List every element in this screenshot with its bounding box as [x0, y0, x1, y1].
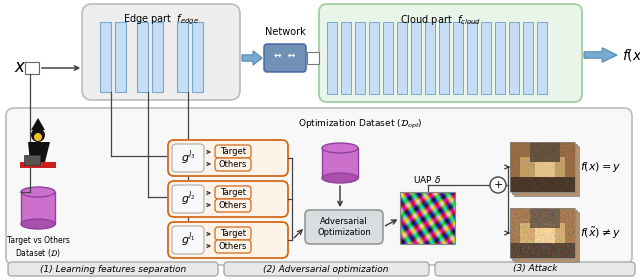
Text: Others: Others — [219, 242, 247, 251]
FancyBboxPatch shape — [168, 181, 288, 217]
Bar — [177, 22, 188, 92]
Text: Cloud part  $f_{cloud}$: Cloud part $f_{cloud}$ — [400, 13, 481, 27]
Text: $x$: $x$ — [14, 59, 26, 76]
FancyBboxPatch shape — [215, 199, 251, 212]
Bar — [327, 22, 337, 94]
Text: Adversarial
Optimization: Adversarial Optimization — [317, 217, 371, 237]
Bar — [537, 22, 547, 94]
Bar — [307, 52, 319, 64]
FancyBboxPatch shape — [264, 44, 306, 72]
Bar — [341, 22, 351, 94]
Text: UAP $\delta$: UAP $\delta$ — [413, 174, 442, 185]
FancyBboxPatch shape — [172, 185, 204, 213]
Bar — [510, 208, 575, 258]
Ellipse shape — [21, 187, 55, 197]
Bar — [523, 22, 533, 94]
Bar — [115, 22, 126, 92]
Bar — [495, 22, 505, 94]
FancyArrow shape — [242, 51, 262, 65]
Text: (3) Attack: (3) Attack — [513, 264, 557, 273]
FancyBboxPatch shape — [435, 262, 635, 276]
Bar — [453, 22, 463, 94]
Polygon shape — [31, 118, 45, 130]
FancyBboxPatch shape — [215, 145, 251, 158]
Bar — [512, 144, 577, 194]
Bar — [25, 62, 39, 74]
Text: Optimization Dataset ($\mathcal{D}_{opt}$): Optimization Dataset ($\mathcal{D}_{opt}… — [298, 118, 422, 131]
Bar — [21, 192, 55, 224]
Text: Others: Others — [219, 201, 247, 210]
Text: Target: Target — [220, 229, 246, 238]
FancyBboxPatch shape — [82, 4, 240, 100]
FancyBboxPatch shape — [215, 158, 251, 171]
FancyArrow shape — [584, 48, 617, 62]
Ellipse shape — [322, 173, 358, 183]
FancyBboxPatch shape — [215, 227, 251, 240]
Text: Target vs Others
Dataset ($\mathcal{D}$): Target vs Others Dataset ($\mathcal{D}$) — [6, 236, 69, 259]
FancyBboxPatch shape — [168, 222, 288, 258]
Text: ↔  ↔: ↔ ↔ — [275, 50, 296, 59]
Bar — [20, 162, 56, 168]
Bar — [369, 22, 379, 94]
Text: $g^{l_3}$: $g^{l_3}$ — [180, 149, 195, 167]
Ellipse shape — [322, 143, 358, 153]
FancyBboxPatch shape — [215, 240, 251, 253]
Bar — [514, 212, 579, 262]
Bar — [510, 142, 575, 192]
FancyBboxPatch shape — [172, 226, 204, 254]
Bar — [192, 22, 203, 92]
Text: +: + — [493, 180, 502, 190]
FancyBboxPatch shape — [172, 144, 204, 172]
Text: Target: Target — [220, 188, 246, 197]
Bar — [400, 192, 455, 244]
Bar — [509, 22, 519, 94]
Bar — [24, 155, 40, 165]
Circle shape — [31, 128, 45, 142]
Bar — [355, 22, 365, 94]
Text: $g^{l_2}$: $g^{l_2}$ — [180, 190, 195, 208]
Bar — [411, 22, 421, 94]
Bar — [439, 22, 449, 94]
Bar — [137, 22, 148, 92]
Circle shape — [490, 177, 506, 193]
Bar — [397, 22, 407, 94]
Text: Network: Network — [264, 27, 305, 37]
Text: $g^{l_1}$: $g^{l_1}$ — [180, 231, 195, 249]
Bar — [383, 22, 393, 94]
Bar — [100, 22, 111, 92]
Text: $f(x) = y$: $f(x) = y$ — [580, 160, 621, 174]
FancyBboxPatch shape — [319, 4, 582, 102]
Bar — [467, 22, 477, 94]
Bar — [512, 210, 577, 260]
Text: (2) Adversarial optimization: (2) Adversarial optimization — [263, 264, 388, 273]
FancyBboxPatch shape — [168, 140, 288, 176]
Ellipse shape — [21, 219, 55, 229]
Bar — [425, 22, 435, 94]
Text: $f(x)$: $f(x)$ — [622, 47, 640, 63]
Bar — [481, 22, 491, 94]
FancyBboxPatch shape — [6, 108, 632, 265]
Text: Others: Others — [219, 160, 247, 169]
FancyBboxPatch shape — [8, 262, 218, 276]
FancyBboxPatch shape — [224, 262, 429, 276]
Text: Edge part  $f_{edge}$: Edge part $f_{edge}$ — [123, 13, 199, 27]
Bar — [152, 22, 163, 92]
Circle shape — [34, 133, 42, 141]
Text: (1) Learning features separation: (1) Learning features separation — [40, 264, 186, 273]
FancyBboxPatch shape — [305, 210, 383, 244]
Bar — [514, 146, 579, 196]
Bar — [322, 148, 358, 178]
Text: $f(\tilde{x}) \neq y$: $f(\tilde{x}) \neq y$ — [580, 225, 621, 240]
FancyBboxPatch shape — [215, 186, 251, 199]
Polygon shape — [28, 142, 50, 162]
Text: Target: Target — [220, 147, 246, 156]
